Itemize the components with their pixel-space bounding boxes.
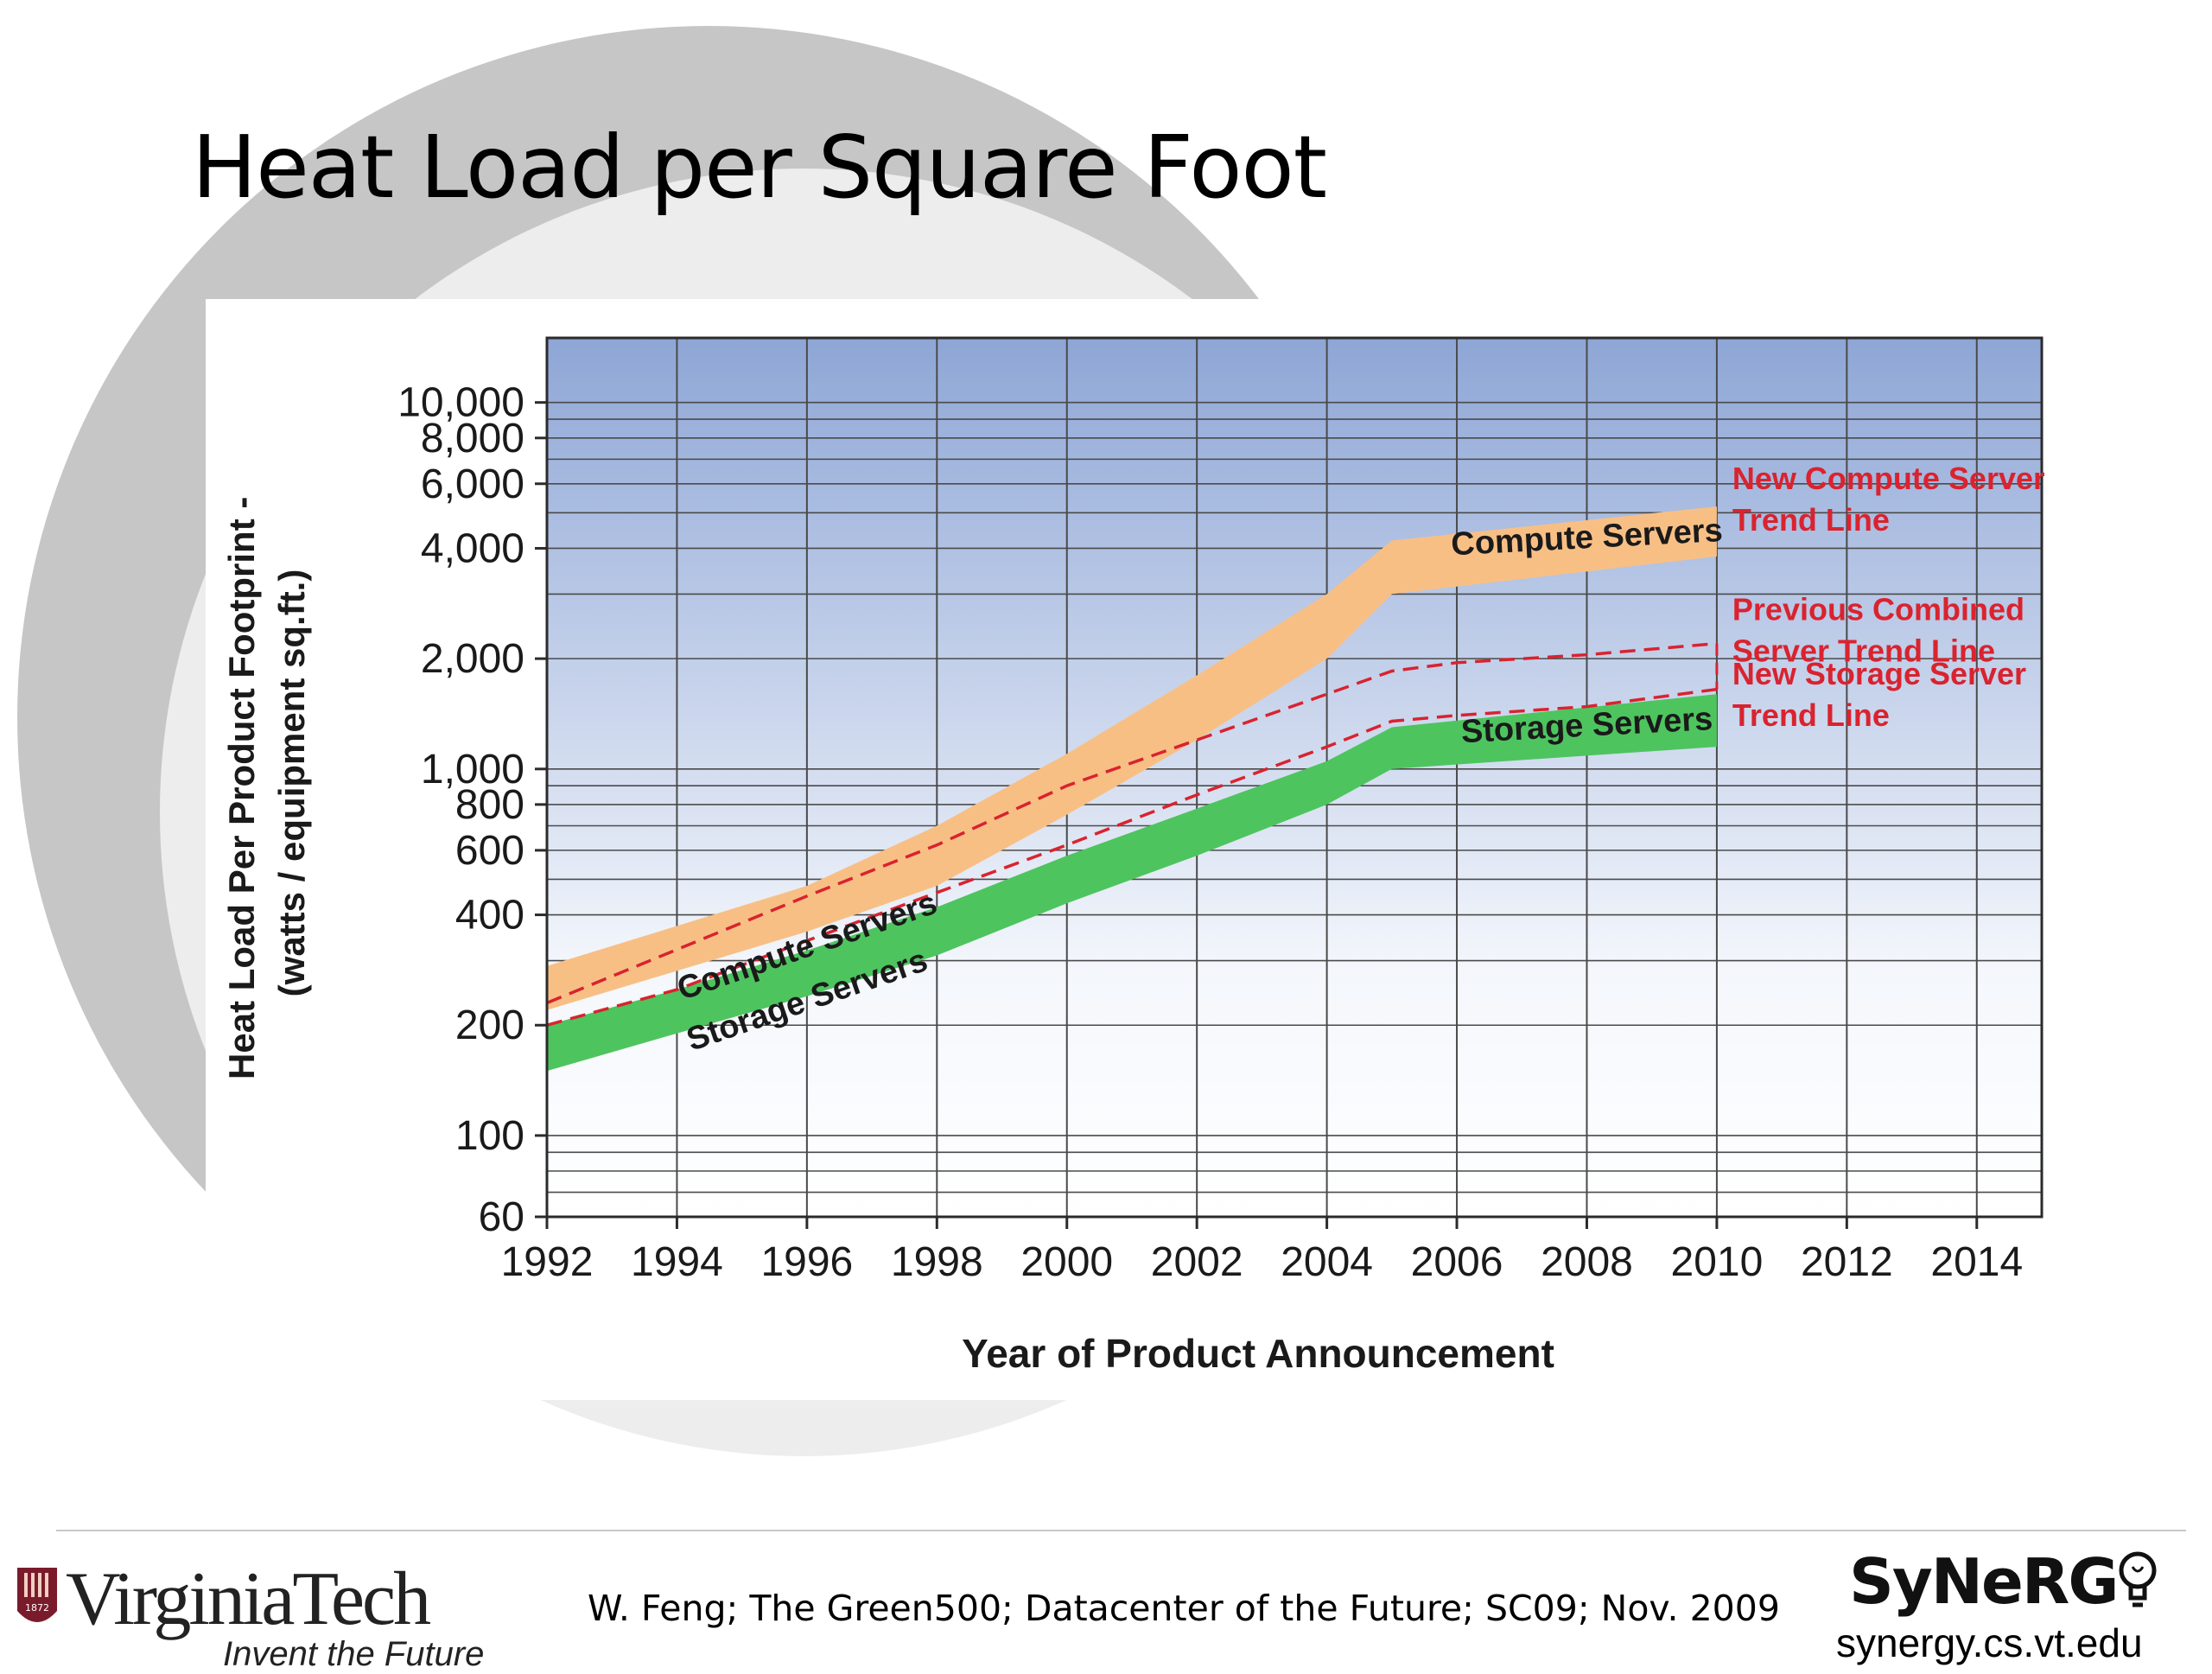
chart-panel: 1992 1994 1996 1998 2000 2002 2004 2006 2008 2010…	[206, 299, 2044, 1400]
x-tick-label: 2014	[1930, 1239, 2023, 1285]
x-tick-label: 2006	[1411, 1239, 1503, 1285]
vt-wordmark: VirginiaTech	[66, 1557, 431, 1641]
trend-annotation: New Compute Server Trend Line	[1732, 461, 2044, 538]
trend-annotation-line: New Compute Server	[1732, 461, 2044, 496]
vt-shield-icon: 1872	[17, 1568, 57, 1622]
slide-title: Heat Load per Square Foot	[192, 117, 1327, 218]
band-storage-servers	[547, 694, 1717, 1072]
y-tick-label: 10,000	[397, 380, 524, 426]
trend-annotation-line: Trend Line	[1732, 502, 1890, 538]
plot-frame	[545, 336, 2044, 1219]
trend-line	[546, 687, 1718, 1027]
x-axis-label: Year of Product Announcement	[962, 1331, 1554, 1376]
y-tick-label: 60	[479, 1194, 524, 1240]
x-tick-label: 1996	[760, 1239, 853, 1285]
y-axis-label-line-2: (watts / equipment sq.ft.)	[271, 570, 312, 997]
y-tick-label: 4,000	[421, 525, 524, 571]
y-tick-label: 1,000	[421, 747, 524, 792]
footer-citation: W. Feng; The Green500; Datacenter of the…	[588, 1588, 1780, 1629]
y-tick-label: 200	[455, 1002, 524, 1048]
y-tick-label: 2,000	[421, 636, 524, 682]
x-tick-label: 1994	[631, 1239, 723, 1285]
x-tick-label: 2008	[1541, 1239, 1633, 1285]
x-tick-label: 2012	[1801, 1239, 1893, 1285]
x-tick-label: 1998	[891, 1239, 983, 1285]
trend-annotation-line: Server Trend Line	[1732, 633, 1995, 668]
trend-annotation-line: Trend Line	[1732, 697, 1890, 733]
y-tick-label: 600	[455, 828, 524, 874]
y-axis-label-line-1: Heat Load Per Product Footprint -	[221, 497, 262, 1079]
trend-annotation: Previous Combined Server Trend Line	[1732, 591, 2024, 668]
virginia-tech-logo: 1872 VirginiaTech Invent the Future	[16, 1556, 534, 1673]
lightbulb-icon	[2119, 1551, 2157, 1607]
synergy-logo: SyNeRG	[1849, 1545, 2119, 1618]
trend-annotation: New Storage Server Trend Line	[1732, 656, 2026, 733]
synergy-url: synergy.cs.vt.edu	[1836, 1620, 2143, 1665]
trend-annotation-line: New Storage Server	[1732, 656, 2026, 691]
y-tick-label: 100	[455, 1113, 524, 1159]
x-tick-label: 2010	[1671, 1239, 1764, 1285]
x-tick-label: 2000	[1020, 1239, 1113, 1285]
y-tick-label: 6,000	[421, 461, 524, 507]
x-tick-label: 2004	[1281, 1239, 1373, 1285]
y-axis-label: Heat Load Per Product Footprint - (watts…	[221, 487, 312, 1079]
x-tick-label: 1992	[501, 1239, 594, 1285]
footer-divider	[56, 1530, 2186, 1531]
trend-line	[546, 641, 1718, 1005]
chart: 1992 1994 1996 1998 2000 2002 2004 2006 2008 2010…	[221, 336, 2044, 1376]
trend-annotation-line: Previous Combined	[1732, 591, 2024, 627]
vt-shield-year: 1872	[25, 1602, 49, 1614]
y-tick-label: 800	[455, 782, 524, 828]
y-tick-label: 400	[455, 893, 524, 939]
x-tick-label: 2002	[1151, 1239, 1243, 1285]
vt-tagline: Invent the Future	[223, 1635, 485, 1673]
y-tick-label: 8,000	[421, 416, 524, 461]
